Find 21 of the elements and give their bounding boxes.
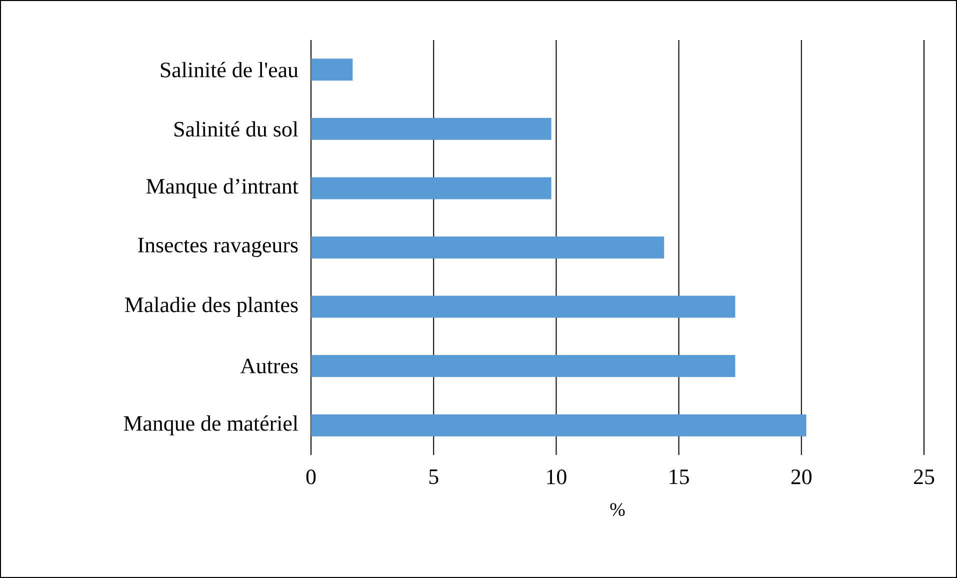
x-tick-label: 5 — [429, 469, 438, 484]
y-tick-label: Manque d’intrant — [146, 178, 298, 198]
x-tick-label: 20 — [791, 469, 812, 484]
y-tick-label: Autres — [240, 358, 298, 374]
bar — [311, 177, 552, 200]
bar — [311, 118, 552, 140]
y-tick-label: Manque de matériel — [124, 415, 298, 436]
bar — [311, 58, 353, 81]
bar — [311, 355, 736, 378]
bar — [311, 236, 664, 258]
x-tick-label: 10 — [547, 469, 566, 484]
x-axis-title: % — [610, 503, 625, 516]
y-tick-label: Insectes ravageurs — [138, 238, 298, 258]
y-tick-label: Salinité du sol — [174, 121, 298, 137]
x-tick-label: 0 — [306, 469, 316, 484]
bar — [311, 296, 736, 318]
y-tick-label: Maladie des plantes — [125, 296, 298, 317]
bar — [311, 414, 806, 436]
x-tick-label: 25 — [914, 469, 934, 484]
y-tick-label: Salinité de l'eau — [160, 62, 298, 78]
x-tick-label: 15 — [670, 469, 689, 484]
